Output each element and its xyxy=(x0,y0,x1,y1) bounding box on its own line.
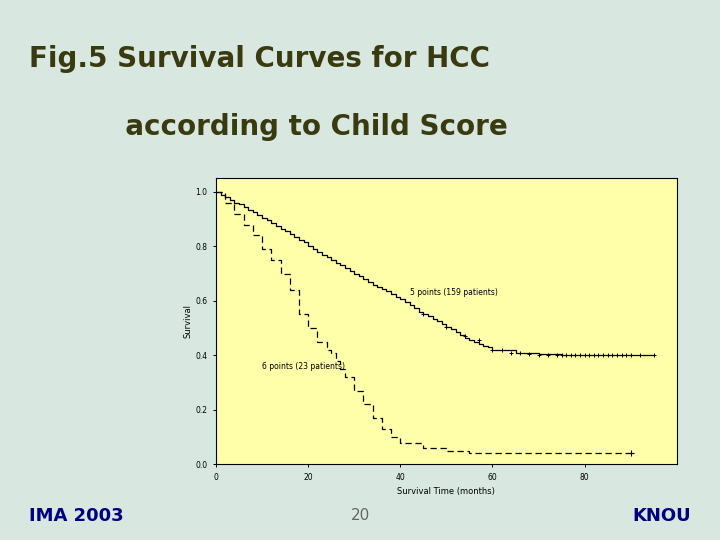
Text: IMA 2003: IMA 2003 xyxy=(29,507,123,525)
Text: 20: 20 xyxy=(351,508,369,523)
Text: according to Child Score: according to Child Score xyxy=(29,113,508,141)
X-axis label: Survival Time (months): Survival Time (months) xyxy=(397,487,495,496)
Text: KNOU: KNOU xyxy=(633,507,691,525)
Text: 5 points (159 patients): 5 points (159 patients) xyxy=(410,288,498,298)
Text: Fig.5 Survival Curves for HCC: Fig.5 Survival Curves for HCC xyxy=(29,45,490,73)
Text: 6 points (23 patients): 6 points (23 patients) xyxy=(262,362,345,371)
Y-axis label: Survival: Survival xyxy=(184,305,193,338)
